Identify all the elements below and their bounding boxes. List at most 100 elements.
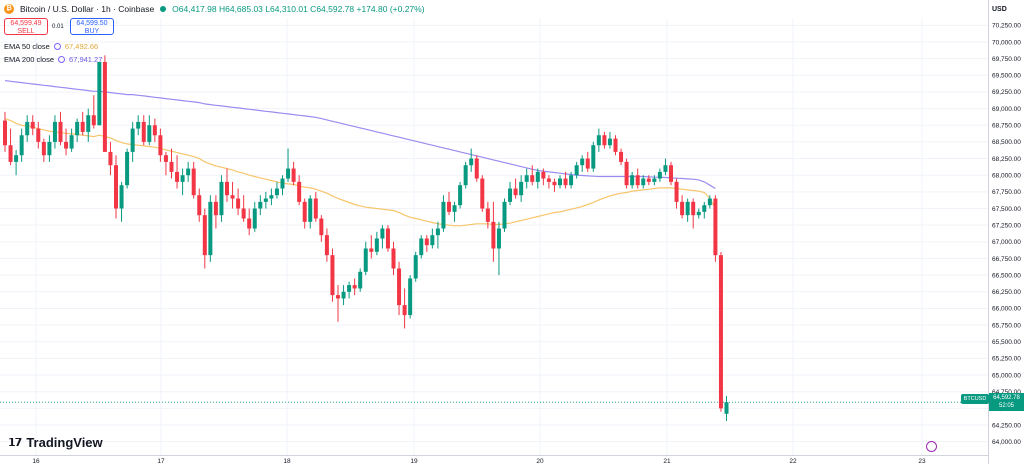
candle-body	[474, 158, 479, 179]
sell-price: 64,599.49	[10, 20, 42, 27]
symbol-title[interactable]: Bitcoin / U.S. Dollar · 1h · Coinbase	[20, 4, 155, 14]
price-tick-label: 64,000.00	[992, 439, 1021, 446]
ema200-value: 67,941.27	[69, 55, 103, 64]
candle-body	[308, 198, 313, 222]
candle-body	[225, 181, 229, 196]
time-axis[interactable]: 16 17 18 19 20 21 22 23	[32, 458, 926, 464]
candle-body	[247, 218, 252, 229]
candle-body	[258, 201, 263, 209]
candle-body	[130, 128, 135, 152]
candle-body	[607, 138, 612, 146]
price-tick-label: 66,250.00	[992, 289, 1021, 296]
candle-body	[624, 161, 629, 186]
ema200-label: EMA 200 close	[4, 55, 55, 64]
candle-body	[252, 208, 257, 229]
last-price-tag: 64,592.78 52:05	[989, 393, 1024, 411]
candle-body	[502, 201, 507, 229]
candle-body	[3, 120, 7, 146]
candle-body	[47, 141, 52, 156]
symbol-tag: BTCUSD	[961, 394, 989, 404]
candle-body	[213, 201, 218, 216]
time-tick-label: 17	[157, 458, 165, 464]
candle-body	[619, 151, 624, 162]
candle-body	[163, 155, 168, 162]
candle-body	[602, 135, 607, 146]
candle-body	[524, 175, 529, 182]
price-axis[interactable]: 70,250.00 70,000.00 69,750.00 69,500.00 69,2…	[992, 23, 1021, 446]
candle-body	[352, 285, 357, 289]
candle-body	[552, 181, 557, 186]
market-status-icon	[160, 6, 167, 12]
candle-body	[596, 135, 601, 146]
candle-body	[458, 185, 463, 206]
candle-body	[530, 175, 535, 182]
candle-body	[613, 138, 618, 152]
candle-body	[230, 195, 235, 199]
candle-body	[197, 195, 202, 216]
candle-body	[435, 228, 440, 236]
candle-body	[724, 402, 729, 414]
candle-body	[674, 181, 679, 202]
candle-body	[696, 211, 701, 216]
price-tick-label: 67,500.00	[992, 206, 1021, 213]
candle-body	[58, 121, 63, 142]
ema50-line	[4, 118, 716, 227]
candle-body	[330, 255, 335, 296]
candle-body	[702, 205, 707, 212]
ema200-legend[interactable]: EMA 200 close 67,941.27	[4, 55, 102, 64]
candle-body	[707, 198, 712, 206]
indicator-settings-icon[interactable]	[53, 43, 61, 50]
candle-body	[114, 165, 118, 209]
candle-body	[369, 248, 374, 252]
price-tick-label: 65,500.00	[992, 339, 1021, 346]
price-tick-label: 66,000.00	[992, 306, 1021, 313]
candle-body	[75, 121, 80, 136]
tradingview-icon: 𝟭𝟳	[8, 437, 22, 449]
candle-body	[380, 228, 385, 239]
sell-button[interactable]: 64,599.49 SELL	[4, 18, 48, 35]
candle-body	[591, 145, 596, 169]
price-tick-label: 66,750.00	[992, 256, 1021, 263]
candle-body	[413, 255, 418, 279]
ema200-line	[4, 80, 716, 190]
time-tick-label: 20	[536, 458, 544, 464]
clock-icon[interactable]	[926, 441, 937, 452]
candle-body	[452, 205, 457, 212]
candle-body	[519, 181, 524, 196]
candle-body	[358, 271, 363, 289]
candle-body	[297, 181, 302, 202]
candle-body	[180, 175, 185, 182]
candle-body	[291, 168, 296, 182]
time-tick-label: 18	[283, 458, 291, 464]
candle-body	[513, 188, 518, 196]
candle-body	[125, 151, 130, 186]
candle-body	[424, 238, 429, 246]
indicator-settings-icon[interactable]	[58, 56, 66, 63]
currency-label[interactable]: USD	[992, 6, 1007, 13]
price-tick-label: 69,500.00	[992, 73, 1021, 80]
candle-body	[508, 188, 513, 202]
candle-body	[430, 235, 435, 246]
candle-body	[52, 121, 57, 142]
price-tick-label: 68,750.00	[992, 123, 1021, 130]
candle-body	[152, 125, 157, 136]
candle-body	[713, 198, 718, 256]
grid	[0, 0, 989, 464]
buy-button[interactable]: 64,599.50 BUY	[70, 18, 114, 35]
price-tick-label: 67,750.00	[992, 189, 1021, 196]
ema50-legend[interactable]: EMA 50 close 67,492.66	[4, 42, 98, 51]
candle-body	[480, 178, 485, 209]
time-tick-label: 22	[789, 458, 797, 464]
candle-body	[652, 178, 657, 182]
candle-body	[280, 178, 285, 189]
candle-body	[546, 178, 551, 182]
candle-body	[635, 175, 640, 186]
candle-body	[541, 171, 546, 179]
candle-body	[347, 285, 352, 292]
candle-body	[97, 61, 102, 126]
candle-body	[535, 171, 540, 182]
tradingview-logo[interactable]: 𝟭𝟳 TradingView	[8, 435, 103, 450]
time-tick-label: 23	[918, 458, 926, 464]
candle-body	[496, 228, 501, 249]
